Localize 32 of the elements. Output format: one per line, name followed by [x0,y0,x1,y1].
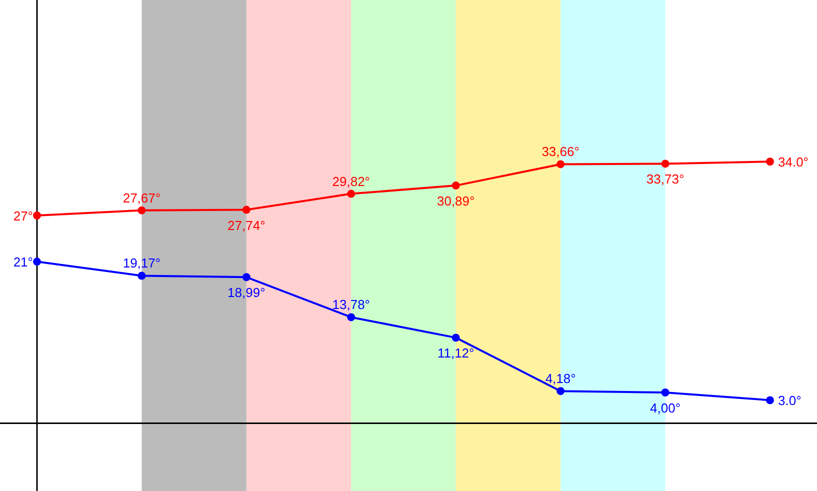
point [766,158,774,166]
point [347,190,356,198]
point [661,160,670,168]
data-label: 4,00° [650,400,681,416]
point [242,273,250,282]
data-label: 29,82° [332,174,370,189]
point [556,160,565,168]
data-label: 19,17° [122,256,161,271]
data-label: 33,66° [542,144,580,160]
point [138,206,146,214]
data-label: 3.0° [778,393,802,408]
point [556,387,565,396]
point [452,334,460,342]
point [242,206,250,214]
data-label: 11,12° [437,346,474,361]
point [347,313,356,322]
data-label: 33,73° [646,172,684,187]
point [33,211,41,220]
data-label: 27° [13,208,33,224]
data-label: 21° [13,254,33,270]
point [452,182,460,190]
data-label: 4,18° [545,371,576,386]
data-label: 27,74° [228,218,266,233]
data-label: 18,99° [228,285,266,300]
data-label: 13,78° [332,297,370,312]
data-label: 27,67° [122,190,161,206]
point [33,258,41,266]
point [661,388,670,396]
point [766,396,774,404]
data-label: 30,89° [436,194,475,209]
point [138,272,146,280]
data-label: 34.0° [778,154,809,170]
